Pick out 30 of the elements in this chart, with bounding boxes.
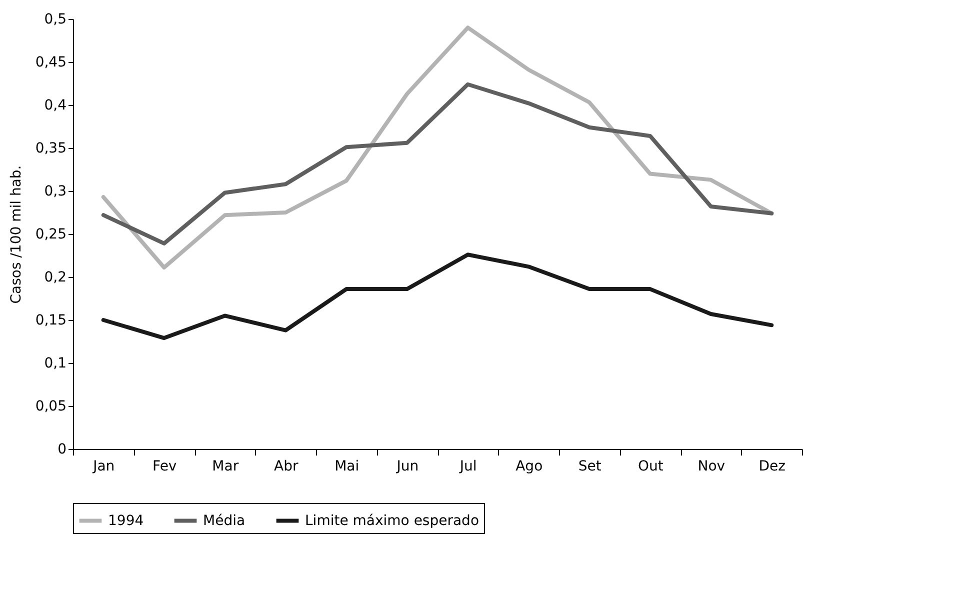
y-tick-label: 0,1: [44, 356, 66, 372]
y-tick-label: 0,2: [44, 270, 66, 286]
y-tick-label: 0,4: [44, 98, 67, 114]
y-axis-title: Casos /100 mil hab.: [8, 165, 24, 304]
y-tick-label: 0,45: [35, 54, 66, 70]
x-tick-label: Ago: [516, 458, 543, 474]
line-series: [101, 82, 774, 246]
y-tick-label: 0: [58, 442, 66, 458]
x-tick-label: Out: [638, 458, 664, 474]
y-tick-label: 0,5: [44, 12, 66, 28]
y-tick-label: 0,05: [35, 398, 66, 414]
x-tick-label: Nov: [698, 458, 726, 474]
y-tick-label: 0,35: [35, 140, 66, 156]
x-tick-label: Dez: [758, 458, 786, 474]
line-series: [101, 26, 774, 270]
x-tick-label: Jan: [92, 458, 115, 474]
legend-label: Média: [203, 512, 246, 529]
line-series: [101, 252, 774, 340]
x-tick-label: Jul: [458, 458, 477, 474]
x-tick-label: Mai: [334, 458, 360, 474]
y-tick-label: 0,3: [44, 184, 66, 200]
legend-label: 1994: [108, 512, 144, 529]
x-tick-label: Mar: [212, 458, 239, 474]
x-tick-label: Abr: [274, 458, 298, 474]
legend-label: Limite máximo esperado: [305, 512, 480, 529]
x-tick-label: Set: [578, 458, 602, 474]
y-tick-label: 0,25: [35, 226, 66, 242]
y-tick-label: 0,15: [35, 312, 66, 328]
x-tick-label: Jun: [396, 458, 419, 474]
x-tick-label: Fev: [152, 458, 177, 474]
